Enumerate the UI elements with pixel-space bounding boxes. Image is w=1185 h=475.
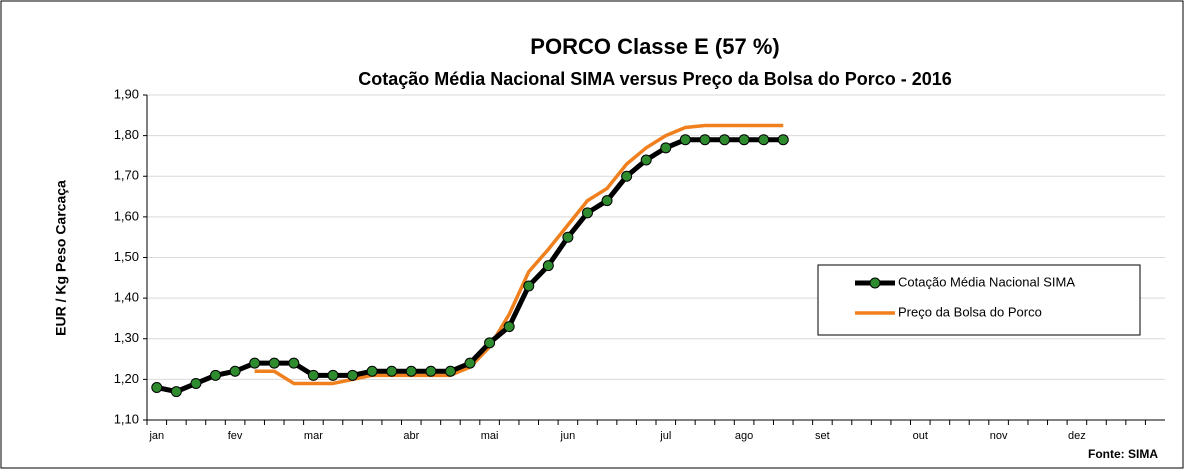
chart-subtitle: Cotação Média Nacional SIMA versus Preço… bbox=[358, 69, 952, 89]
x-tick-label: mai bbox=[481, 430, 499, 442]
point bbox=[581, 207, 593, 219]
legend-label: Cotação Média Nacional SIMA bbox=[898, 274, 1075, 289]
point bbox=[621, 170, 633, 182]
point bbox=[738, 134, 750, 146]
point bbox=[660, 142, 672, 154]
y-tick-label: 1,70 bbox=[114, 168, 139, 183]
point bbox=[366, 365, 378, 377]
x-tick-label: out bbox=[913, 430, 928, 442]
point bbox=[307, 369, 319, 381]
point bbox=[170, 386, 182, 398]
point bbox=[503, 321, 515, 333]
x-tick-label: abr bbox=[403, 430, 419, 442]
chart-title: PORCO Classe E (57 %) bbox=[530, 34, 779, 59]
point bbox=[640, 154, 652, 166]
x-tick-label: nov bbox=[990, 430, 1008, 442]
legend-marker bbox=[869, 277, 881, 289]
point bbox=[249, 357, 261, 369]
point bbox=[562, 231, 574, 243]
point bbox=[405, 365, 417, 377]
x-tick-label: jan bbox=[148, 430, 164, 442]
y-axis-label: EUR / Kg Peso Carcaça bbox=[53, 180, 69, 336]
point bbox=[210, 369, 222, 381]
point bbox=[542, 260, 554, 272]
point bbox=[758, 134, 770, 146]
point bbox=[601, 195, 613, 207]
point bbox=[777, 134, 789, 146]
x-tick-label: jul bbox=[659, 430, 671, 442]
y-tick-label: 1,30 bbox=[114, 330, 139, 345]
point bbox=[523, 280, 535, 292]
point bbox=[229, 365, 241, 377]
point bbox=[484, 337, 496, 349]
point bbox=[464, 357, 476, 369]
x-tick-label: jun bbox=[560, 430, 576, 442]
point bbox=[327, 369, 339, 381]
x-tick-label: set bbox=[815, 430, 830, 442]
y-tick-label: 1,40 bbox=[114, 290, 139, 305]
point bbox=[268, 357, 280, 369]
point bbox=[288, 357, 300, 369]
point bbox=[699, 134, 711, 146]
x-tick-label: mar bbox=[304, 430, 323, 442]
point bbox=[386, 365, 398, 377]
x-tick-label: ago bbox=[735, 430, 753, 442]
legend-label: Preço da Bolsa do Porco bbox=[898, 304, 1042, 319]
point bbox=[679, 134, 691, 146]
point bbox=[425, 365, 437, 377]
y-tick-label: 1,80 bbox=[114, 127, 139, 142]
y-tick-label: 1,10 bbox=[114, 411, 139, 426]
y-tick-label: 1,50 bbox=[114, 249, 139, 264]
x-tick-label: dez bbox=[1068, 430, 1086, 442]
y-tick-label: 1,60 bbox=[114, 208, 139, 223]
point bbox=[151, 382, 163, 393]
x-tick-label: fev bbox=[228, 430, 243, 442]
y-tick-label: 1,20 bbox=[114, 371, 139, 386]
y-tick-label: 1,90 bbox=[114, 86, 139, 101]
series-line bbox=[254, 123, 784, 386]
point bbox=[190, 377, 202, 389]
point bbox=[444, 365, 456, 377]
point bbox=[719, 134, 731, 146]
point bbox=[347, 369, 359, 381]
legend-box bbox=[817, 264, 1141, 336]
source: Fonte: SIMA bbox=[1088, 447, 1158, 461]
